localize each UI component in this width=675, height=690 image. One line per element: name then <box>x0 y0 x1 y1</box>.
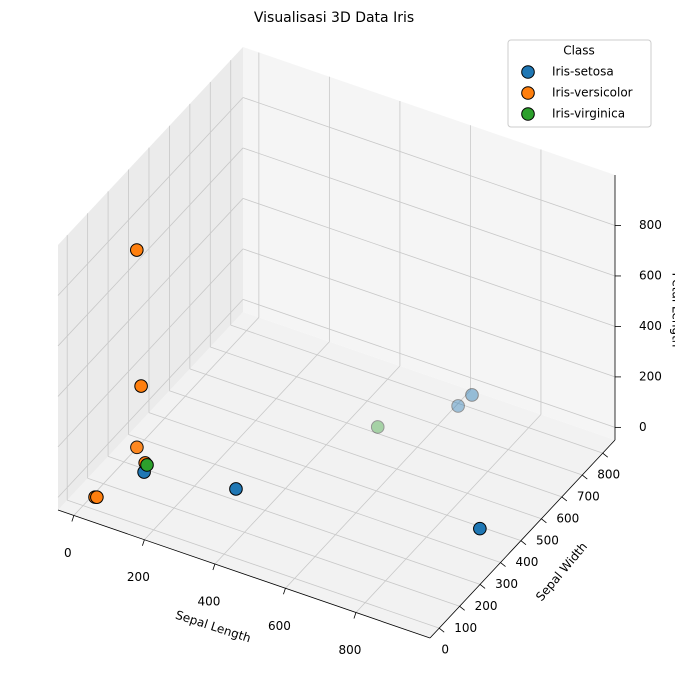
x-tick <box>142 539 145 546</box>
legend-box <box>507 39 652 128</box>
point <box>130 440 144 455</box>
axis-line <box>57 509 431 639</box>
y-tick-label: 700 <box>577 490 600 504</box>
panes <box>58 47 615 638</box>
z-tick-label: 800 <box>639 218 662 232</box>
y-tick-label: 0 <box>441 643 449 657</box>
point <box>370 420 385 434</box>
grid-line <box>57 299 244 498</box>
y-tick <box>520 540 527 545</box>
grid-line <box>107 456 481 585</box>
x-tick-label: 200 <box>127 570 150 584</box>
x-tick-label: 400 <box>197 594 220 608</box>
grid-line <box>73 317 260 516</box>
floor-pane <box>58 312 615 638</box>
y-tick-label: 600 <box>556 511 579 525</box>
z-tick-label: 200 <box>639 369 662 383</box>
z-tick-label: 0 <box>639 420 647 434</box>
point <box>473 521 487 536</box>
y-tick <box>582 474 588 480</box>
y-tick <box>500 562 506 567</box>
grid-line <box>242 147 616 277</box>
x-tick-label: 800 <box>338 643 361 657</box>
point <box>134 379 148 393</box>
grid-line <box>57 147 244 347</box>
z-tick-label: 600 <box>639 268 662 282</box>
grid-line <box>67 499 440 629</box>
y-tick <box>541 518 547 524</box>
x-tick-label: 0 <box>64 546 72 560</box>
left-pane <box>58 47 243 510</box>
points <box>88 243 487 536</box>
z-axis-label: Petal Length <box>670 273 675 348</box>
point <box>229 482 243 496</box>
y-tick-label: 100 <box>454 621 477 635</box>
legend-marker <box>521 86 535 100</box>
back-pane <box>243 47 615 440</box>
chart-title: Visualisasi 3D Data Iris <box>254 10 414 26</box>
point <box>90 490 104 504</box>
y-tick-label: 200 <box>475 599 498 613</box>
grid-line <box>242 299 616 428</box>
axes: 0 200 400 600 800 0 100 200 300 400 500 600 700 800 0 2… <box>57 175 662 657</box>
point <box>465 388 479 402</box>
grid-line <box>57 97 244 296</box>
grid-line <box>128 434 501 563</box>
legend-label: Iris-virginica <box>552 107 625 121</box>
legend: Class Iris-setosa Iris-versicolor Iris-vir… <box>507 39 652 128</box>
x-tick <box>283 588 286 595</box>
point <box>451 399 465 413</box>
y-tick <box>438 627 445 633</box>
x-tick <box>212 563 216 571</box>
x-tick <box>71 515 75 522</box>
x-tick-label: 600 <box>268 619 291 633</box>
axis-line <box>429 439 616 639</box>
grid-line <box>57 198 244 397</box>
legend-marker <box>521 65 535 79</box>
grid-line <box>148 412 522 542</box>
point <box>140 458 154 472</box>
grid-line <box>242 97 616 226</box>
y-tick-label: 400 <box>516 555 539 569</box>
grid-line <box>355 414 542 613</box>
grid-line <box>144 341 330 540</box>
y-tick-label: 800 <box>597 468 620 482</box>
grid-line <box>214 365 401 565</box>
y-tick <box>479 584 486 589</box>
grid-line <box>242 198 616 327</box>
grid-line <box>230 324 603 454</box>
grid-line <box>87 477 460 607</box>
grid-line <box>57 248 244 448</box>
y-tick <box>561 496 568 502</box>
grid-line <box>189 368 562 498</box>
y-tick <box>459 605 465 611</box>
point <box>130 243 144 257</box>
z-tick-label: 400 <box>639 319 662 333</box>
grid-line <box>242 248 616 378</box>
y-tick-label: 300 <box>495 577 518 591</box>
y-tick <box>602 452 608 458</box>
legend-marker <box>521 107 535 121</box>
legend-title: Class <box>563 44 595 58</box>
legend-label: Iris-versicolor <box>552 86 633 100</box>
grid-line <box>169 390 542 520</box>
x-tick <box>353 612 357 619</box>
grid-line <box>285 389 471 589</box>
grid-line <box>210 346 583 476</box>
legend-label: Iris-setosa <box>552 65 614 79</box>
grid <box>57 52 616 629</box>
y-tick-label: 500 <box>536 533 559 547</box>
